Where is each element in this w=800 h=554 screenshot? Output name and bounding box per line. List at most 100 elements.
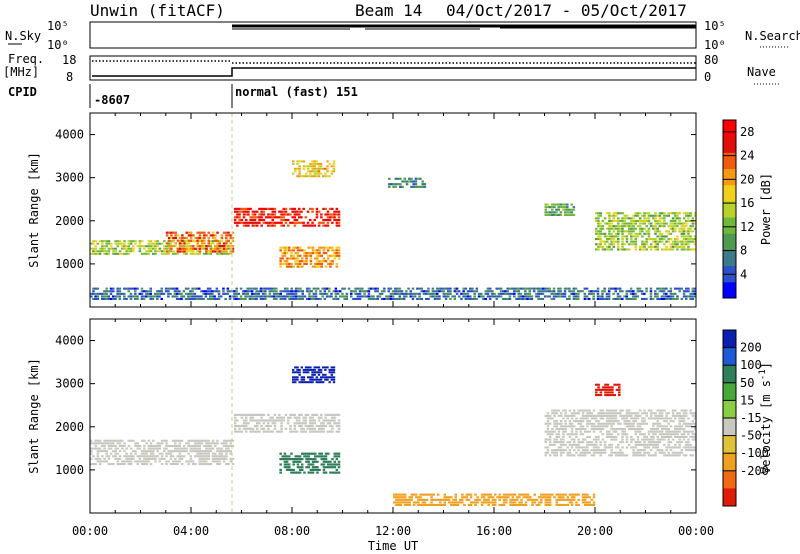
velocity-cell xyxy=(469,503,473,506)
power-cell xyxy=(315,213,319,216)
power-cell xyxy=(180,292,183,295)
velocity-cell xyxy=(559,441,563,444)
velocity-cell xyxy=(216,455,219,458)
power-cell xyxy=(583,297,587,300)
power-cell xyxy=(380,297,384,300)
power-cell xyxy=(524,287,527,290)
velocity-cell xyxy=(242,422,246,425)
velocity-cell xyxy=(568,449,572,452)
velocity-cell xyxy=(412,503,416,506)
power-cell xyxy=(649,225,653,228)
velocity-cell xyxy=(107,439,111,442)
velocity-cell xyxy=(330,368,333,371)
power-cell xyxy=(304,216,308,219)
power-cell xyxy=(612,238,616,241)
power-colorbar-swatch xyxy=(723,249,736,267)
power-cell xyxy=(630,238,633,241)
power-cell xyxy=(178,292,181,295)
power-cell xyxy=(647,217,651,220)
velocity-cell xyxy=(313,430,316,433)
velocity-cell xyxy=(546,503,550,506)
power-cell xyxy=(300,175,303,178)
velocity-cell xyxy=(322,366,325,369)
velocity-cell xyxy=(617,412,620,415)
power-cell xyxy=(298,160,301,163)
cpid-label: CPID xyxy=(8,85,37,99)
power-cell xyxy=(271,207,274,210)
velocity-cell xyxy=(147,439,151,442)
velocity-cell xyxy=(236,413,239,416)
velocity-cell xyxy=(612,428,616,431)
velocity-cell xyxy=(689,425,692,428)
power-cell xyxy=(167,295,170,298)
velocity-cell xyxy=(608,443,611,446)
power-cell xyxy=(322,221,325,224)
power-cell xyxy=(123,247,126,250)
velocity-colorbar-tick-label: -100 xyxy=(740,446,769,460)
power-cell xyxy=(324,246,328,249)
power-cell xyxy=(273,216,277,219)
velocity-cell xyxy=(283,458,287,461)
velocity-cell xyxy=(579,433,583,436)
velocity-cell xyxy=(592,501,596,504)
velocity-cell xyxy=(599,451,602,454)
power-cell xyxy=(149,297,152,300)
velocity-cell xyxy=(625,433,629,436)
velocity-cell xyxy=(149,452,153,455)
power-cell xyxy=(198,239,202,242)
power-cell xyxy=(318,249,321,252)
power-cell xyxy=(337,218,341,222)
velocity-cell xyxy=(597,425,600,428)
velocity-cell xyxy=(294,458,297,461)
velocity-cell xyxy=(330,378,333,381)
velocity-cell xyxy=(546,446,550,449)
velocity-cell xyxy=(123,450,126,453)
power-cell xyxy=(94,240,97,243)
velocity-cell xyxy=(535,498,539,501)
velocity-cell xyxy=(337,471,341,474)
power-cell xyxy=(685,290,688,293)
velocity-cell xyxy=(669,435,673,438)
power-cell xyxy=(649,238,653,241)
velocity-cell xyxy=(608,417,611,420)
power-cell xyxy=(535,295,538,298)
power-cell xyxy=(174,234,177,237)
velocity-cell xyxy=(652,433,655,436)
power-cell xyxy=(388,183,391,186)
velocity-cell xyxy=(313,419,316,422)
power-cell xyxy=(233,292,236,295)
power-cell xyxy=(183,236,186,240)
power-cell xyxy=(132,245,135,248)
velocity-cell xyxy=(129,447,133,450)
velocity-cell xyxy=(474,498,477,501)
power-cell xyxy=(169,250,173,253)
power-cell xyxy=(341,292,344,295)
velocity-cell xyxy=(597,412,600,415)
power-cell xyxy=(138,250,142,253)
velocity-cell xyxy=(678,412,681,415)
velocity-cell xyxy=(315,381,318,384)
velocity-cell xyxy=(167,452,170,455)
power-cell xyxy=(343,287,346,290)
power-cell xyxy=(92,240,95,243)
power-cell xyxy=(674,238,677,241)
velocity-cell xyxy=(612,420,616,423)
velocity-cell xyxy=(225,439,228,442)
velocity-cell xyxy=(319,381,323,384)
velocity-cell xyxy=(143,450,146,453)
power-cell xyxy=(296,265,300,268)
velocity-cell xyxy=(520,493,523,496)
power-cell xyxy=(305,260,308,263)
velocity-cell xyxy=(174,460,177,463)
power-cell xyxy=(543,290,547,293)
velocity-cell xyxy=(678,430,681,433)
velocity-cell xyxy=(665,430,668,433)
velocity-cell xyxy=(689,446,692,449)
velocity-cell xyxy=(154,444,157,447)
velocity-cell xyxy=(222,460,226,463)
power-cell xyxy=(193,295,197,298)
velocity-cell xyxy=(171,444,175,447)
power-cell xyxy=(285,252,289,255)
power-cell xyxy=(401,185,404,188)
velocity-cell xyxy=(584,430,587,433)
